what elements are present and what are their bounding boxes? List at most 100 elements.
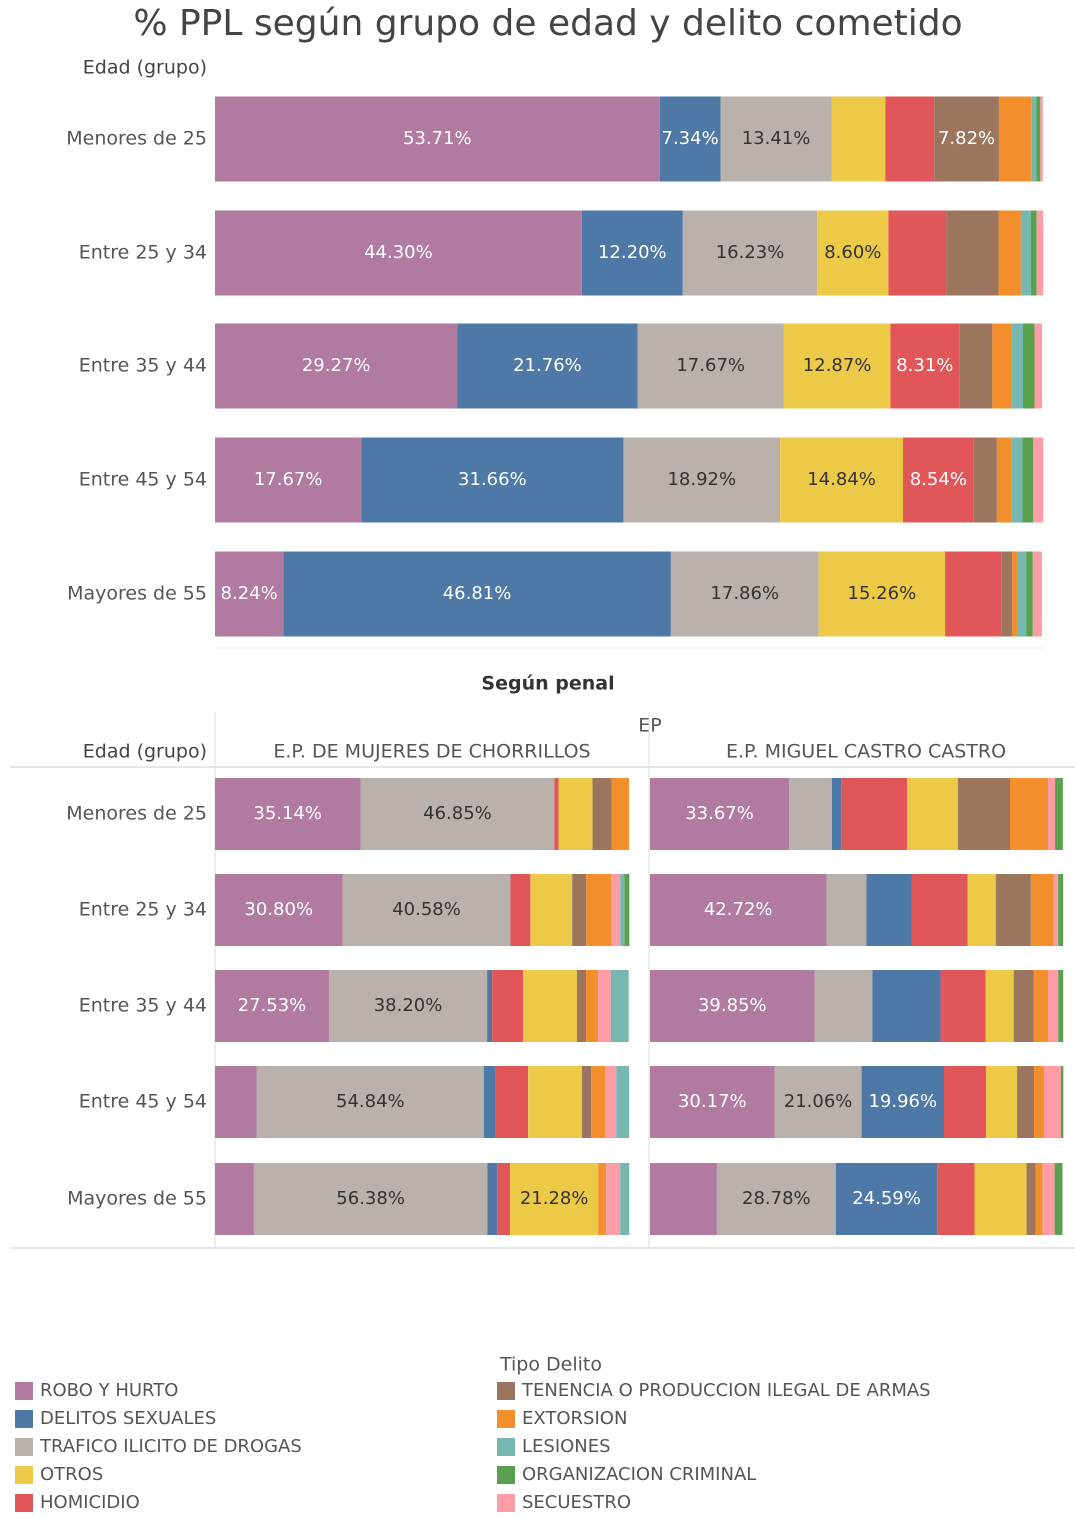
- data-label: 21.28%: [520, 1188, 589, 1209]
- data-label: 17.67%: [676, 355, 745, 376]
- bar-segment: [670, 551, 819, 637]
- bar-segment: [650, 1163, 717, 1235]
- bar-segment: [937, 1163, 975, 1235]
- bar-segment: [996, 437, 1012, 523]
- bar-segment: [1010, 778, 1049, 850]
- bar-segment: [215, 874, 343, 946]
- legend-label: ORGANIZACION CRIMINAL: [522, 1464, 756, 1485]
- bar-segment: [832, 778, 842, 850]
- bar-segment: [998, 96, 1032, 182]
- bar-segment: [992, 323, 1012, 409]
- bar-segment: [659, 96, 721, 182]
- bar-segment: [530, 874, 573, 946]
- bar-segment: [1031, 96, 1037, 182]
- bar-segment: [650, 1066, 775, 1138]
- data-label: 30.80%: [244, 899, 313, 920]
- bar-segment: [1042, 1163, 1055, 1235]
- bar-segment: [581, 1066, 592, 1138]
- legend-swatch: [497, 1410, 515, 1428]
- bar-segment: [215, 551, 284, 637]
- bar-segment: [1012, 551, 1018, 637]
- bar-segment: [624, 874, 630, 946]
- bar-segment: [940, 970, 986, 1042]
- axis-label: Edad (grupo): [83, 741, 207, 763]
- bar-segment: [215, 1163, 254, 1235]
- bar-segment: [944, 1066, 987, 1138]
- bar-segment: [586, 874, 612, 946]
- data-label: 56.38%: [336, 1188, 405, 1209]
- data-label: 46.85%: [423, 803, 492, 824]
- data-label: 30.17%: [678, 1091, 747, 1112]
- bar-segment: [890, 323, 960, 409]
- bar-segment: [985, 970, 1014, 1042]
- bar-segment: [888, 210, 947, 296]
- data-label: 28.78%: [742, 1188, 811, 1209]
- legend-label: EXTORSION: [522, 1408, 627, 1429]
- axis-label: Edad (grupo): [83, 57, 207, 79]
- bar-segment: [342, 874, 511, 946]
- bar-segment: [598, 1163, 607, 1235]
- bar-segment: [215, 437, 362, 523]
- bar-segment: [1036, 96, 1041, 182]
- bar-segment: [831, 96, 886, 182]
- bar-segment: [558, 778, 593, 850]
- legend-label: ROBO Y HURTO: [40, 1380, 178, 1401]
- bar-segment: [998, 210, 1021, 296]
- legend-label: TENENCIA O PRODUCCION ILEGAL DE ARMAS: [521, 1380, 931, 1401]
- bar-segment: [1033, 970, 1049, 1042]
- panel-title: E.P. MIGUEL CASTRO CASTRO: [726, 741, 1006, 763]
- bar-segment: [328, 970, 488, 1042]
- y-tick-label: Menores de 25: [66, 128, 207, 150]
- panel-title: E.P. DE MUJERES DE CHORRILLOS: [273, 741, 590, 763]
- y-tick-label: Entre 35 y 44: [79, 995, 207, 1017]
- bar-segment: [283, 551, 671, 637]
- data-label: 39.85%: [698, 995, 767, 1016]
- data-label: 15.26%: [848, 583, 917, 604]
- bar-segment: [716, 1163, 836, 1235]
- bar-segment: [780, 437, 903, 523]
- legend-swatch: [15, 1438, 33, 1456]
- bar-segment: [1043, 1066, 1061, 1138]
- bar-segment: [492, 970, 524, 1042]
- bar-segment: [616, 1066, 630, 1138]
- bar-segment: [581, 210, 683, 296]
- bar-segment: [911, 874, 968, 946]
- bar-segment: [591, 1066, 606, 1138]
- bar-segment: [554, 778, 559, 850]
- bar-segment: [510, 874, 531, 946]
- bar-segment: [1001, 551, 1013, 637]
- data-label: 40.58%: [392, 899, 461, 920]
- bar-segment: [576, 970, 587, 1042]
- bar-segment: [650, 874, 827, 946]
- bar-segment: [586, 970, 599, 1042]
- bar-segment: [215, 970, 329, 1042]
- bar-segment: [1020, 210, 1031, 296]
- bar-segment: [1026, 1163, 1036, 1235]
- legend-swatch: [497, 1382, 515, 1400]
- column-header: EP: [638, 715, 661, 737]
- data-label: 33.67%: [685, 803, 754, 824]
- bar-segment: [592, 778, 612, 850]
- bar-segment: [1011, 323, 1023, 409]
- y-tick-label: Entre 25 y 34: [79, 242, 207, 264]
- bar-segment: [650, 778, 790, 850]
- bar-segment: [682, 210, 818, 296]
- data-label: 17.86%: [710, 583, 779, 604]
- bar-segment: [945, 551, 1002, 637]
- data-label: 42.72%: [704, 899, 773, 920]
- data-label: 27.53%: [238, 995, 307, 1016]
- bar-segment: [1058, 970, 1064, 1042]
- data-label: 46.81%: [443, 583, 512, 604]
- y-tick-label: Menores de 25: [66, 803, 207, 825]
- bar-segment: [610, 970, 629, 1042]
- bar-segment: [1033, 437, 1044, 523]
- bar-segment: [1055, 778, 1063, 850]
- bar-segment: [946, 210, 999, 296]
- data-label: 17.67%: [254, 469, 323, 490]
- bar-segment: [1034, 1066, 1044, 1138]
- bar-segment: [253, 1163, 488, 1235]
- bar-segment: [967, 874, 996, 946]
- bar-segment: [523, 970, 577, 1042]
- bar-segment: [783, 323, 891, 409]
- legend-label: LESIONES: [522, 1436, 611, 1457]
